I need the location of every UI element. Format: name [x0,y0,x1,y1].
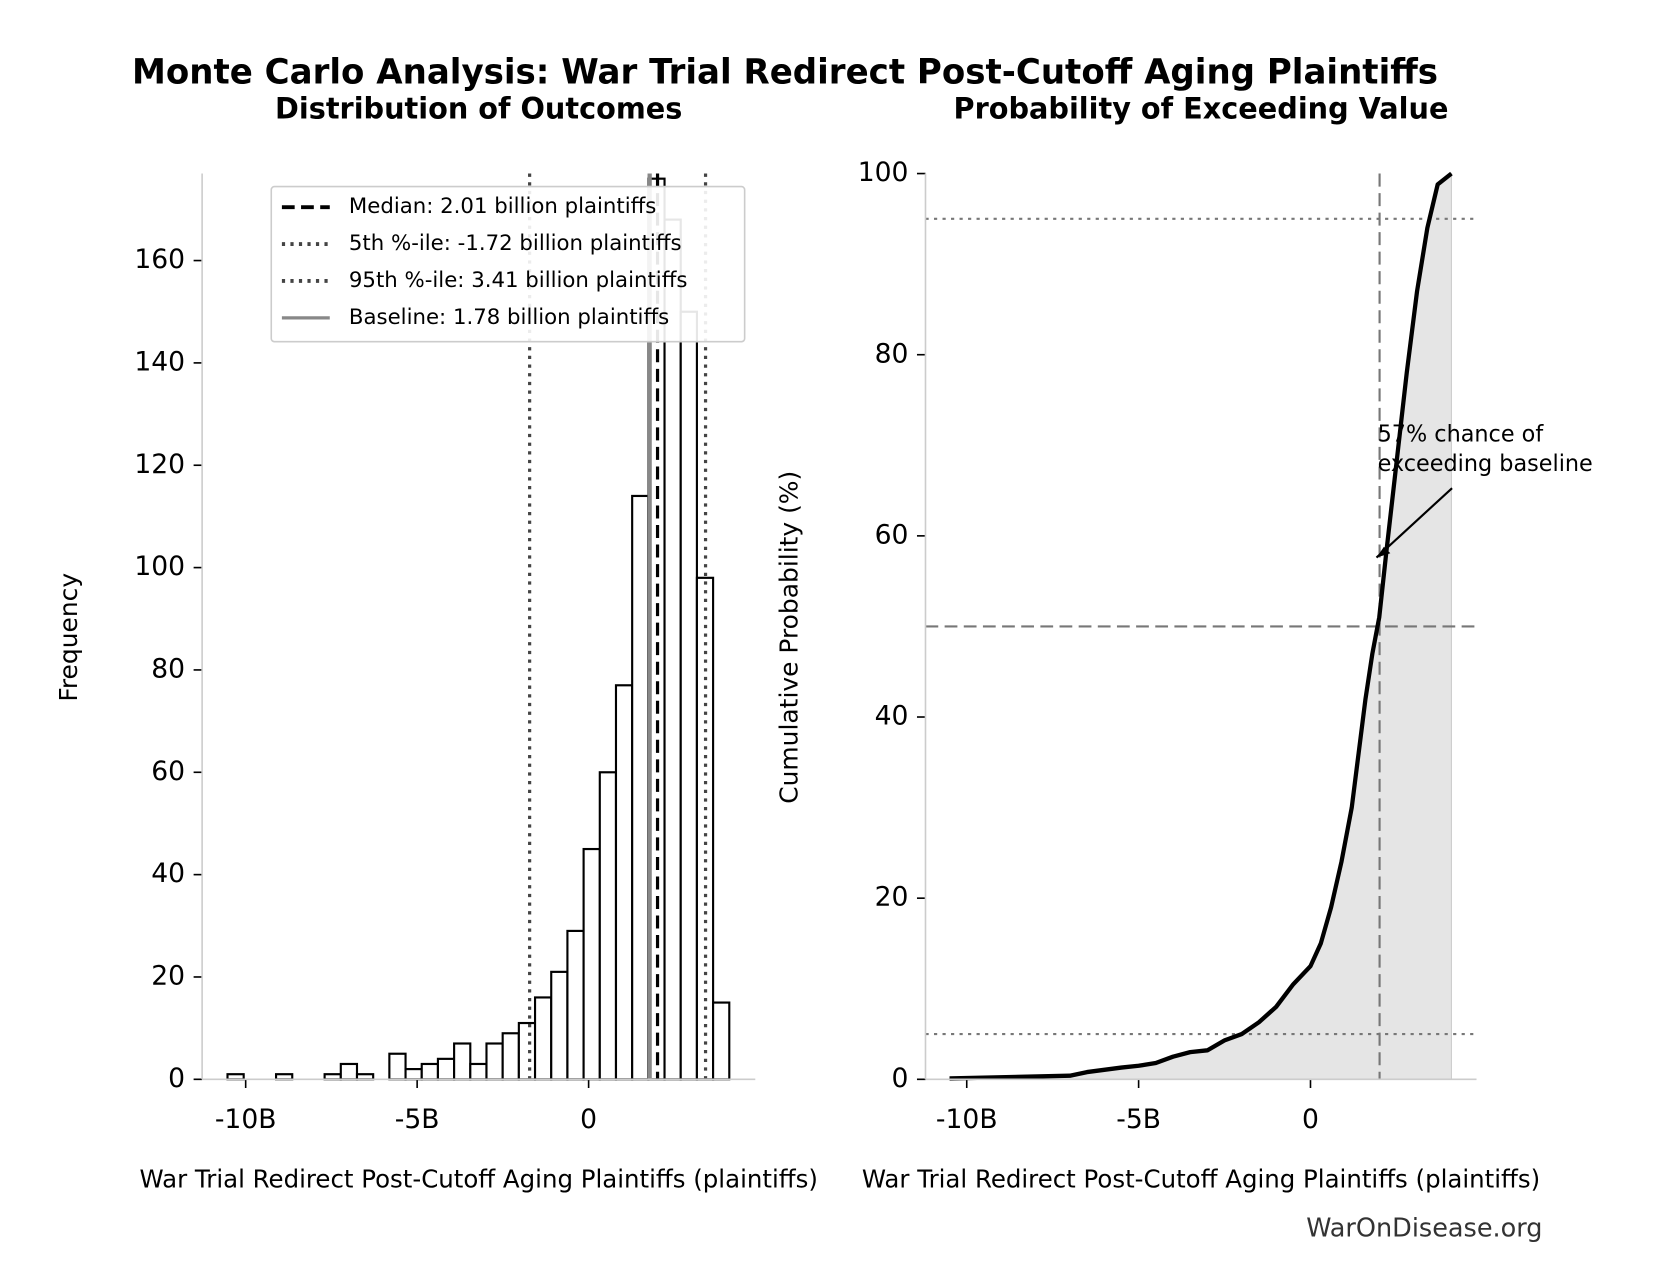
y-axis-label: Cumulative Probability (%) [775,471,804,804]
bar [436,1057,456,1081]
panel-title: Probability of Exceeding Value [954,91,1449,125]
legend-label: Baseline: 1.78 billion plaintiffs [349,305,669,330]
bar [485,1042,504,1081]
arrow-head [1376,546,1391,558]
footer: WarOnDisease.org [1306,1213,1542,1243]
y-tick-label: 120 [134,449,185,480]
y-tick-label: 80 [151,653,185,684]
bar [712,1001,731,1081]
bar [582,847,601,1081]
y-tick-label: 100 [134,551,185,582]
legend-label: 95th %-ile: 3.41 billion plaintiffs [349,268,688,293]
bar [404,1068,423,1081]
bar [663,218,682,1081]
x-tick-label: -5B [395,1104,440,1135]
x-tick-label: -5B [1116,1104,1161,1135]
y-tick-label: 20 [875,882,909,913]
figure-title: Monte Carlo Analysis: War Trial Redirect… [132,52,1438,92]
y-tick-label: 40 [875,700,909,731]
y-tick-label: 100 [858,157,909,188]
y-tick-label: 60 [875,519,909,550]
bar [598,771,618,1081]
y-tick-label: 140 [134,346,185,377]
y-tick-label: 40 [151,858,185,889]
cdf-line [949,171,1453,1081]
legend-box [270,185,746,343]
bar [679,310,698,1081]
y-tick-label: 20 [151,960,185,991]
bar [517,1021,537,1081]
bar [566,929,585,1081]
y-axis-label: Frequency [54,573,83,702]
bar [469,1062,488,1081]
y-tick-label: 0 [892,1063,909,1094]
annotation-text: exceeding baseline [1378,451,1593,477]
annotation-arrow [1375,487,1453,559]
bar [533,996,553,1081]
y-tick-label: 80 [875,338,909,369]
bar [614,684,634,1081]
bar [550,970,569,1081]
legend-label: 5th %-ile: -1.72 billion plaintiffs [349,231,682,256]
bar [631,494,650,1081]
x-tick-label: -10B [936,1104,998,1135]
legend-label: Median: 2.01 billion plaintiffs [349,194,656,219]
annotation-text: 57% chance of [1378,421,1545,447]
bar [339,1062,359,1081]
x-tick-label: -10B [215,1104,277,1135]
bar [420,1062,439,1081]
panel-title: Distribution of Outcomes [275,91,682,125]
x-axis-label: War Trial Redirect Post-Cutoff Aging Pla… [140,1164,818,1193]
bar [453,1042,472,1081]
x-tick-label: 0 [1302,1104,1319,1135]
y-tick-label: 0 [168,1063,185,1094]
x-tick-label: 0 [580,1104,597,1135]
y-tick-label: 60 [151,756,185,787]
bar [501,1032,520,1081]
y-tick-label: 160 [134,244,185,275]
x-axis-label: War Trial Redirect Post-Cutoff Aging Pla… [862,1164,1540,1193]
bar [388,1052,407,1081]
